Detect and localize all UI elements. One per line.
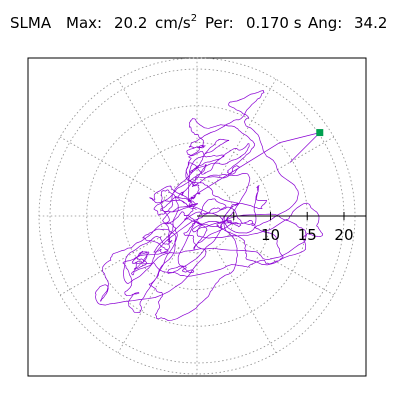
angle-label: Ang: <box>308 14 343 32</box>
grid-spoke-60 <box>215 78 277 185</box>
peak-marker <box>316 129 324 137</box>
radial-tick-label-15: 15 <box>298 226 317 244</box>
max-unit-base: cm/s <box>155 14 191 32</box>
radial-tick-label-20: 20 <box>334 226 353 244</box>
radial-tick-label-10: 10 <box>261 226 280 244</box>
grid-spoke-240 <box>117 247 179 354</box>
orbit-trace-group <box>95 90 324 321</box>
station-code: SLMA <box>10 14 52 32</box>
max-value: 20.2 <box>114 14 148 32</box>
period-value: 0.170 s <box>246 14 302 32</box>
max-unit-exponent: 2 <box>190 13 198 24</box>
grid-spoke-300 <box>215 247 277 354</box>
peak-marker-group <box>316 129 324 137</box>
title-bar: SLMA Max: 20.2 cm/s2 Per: 0.170 s Ang: 3… <box>0 13 400 40</box>
max-label: Max: <box>66 14 103 32</box>
grid-spoke-330 <box>228 234 335 296</box>
grid-spoke-150 <box>59 136 166 198</box>
radial-axis: 10 15 20 <box>197 212 366 244</box>
angle-value: 34.2 <box>354 14 388 32</box>
period-label: Per: <box>205 14 234 32</box>
grid-spoke-210 <box>59 234 166 296</box>
plot-frame <box>27 57 367 377</box>
grid-spoke-120 <box>117 78 179 185</box>
max-unit: cm/s2 <box>155 13 198 32</box>
grid-spoke-30 <box>228 136 335 198</box>
orbit-trace <box>95 90 324 321</box>
